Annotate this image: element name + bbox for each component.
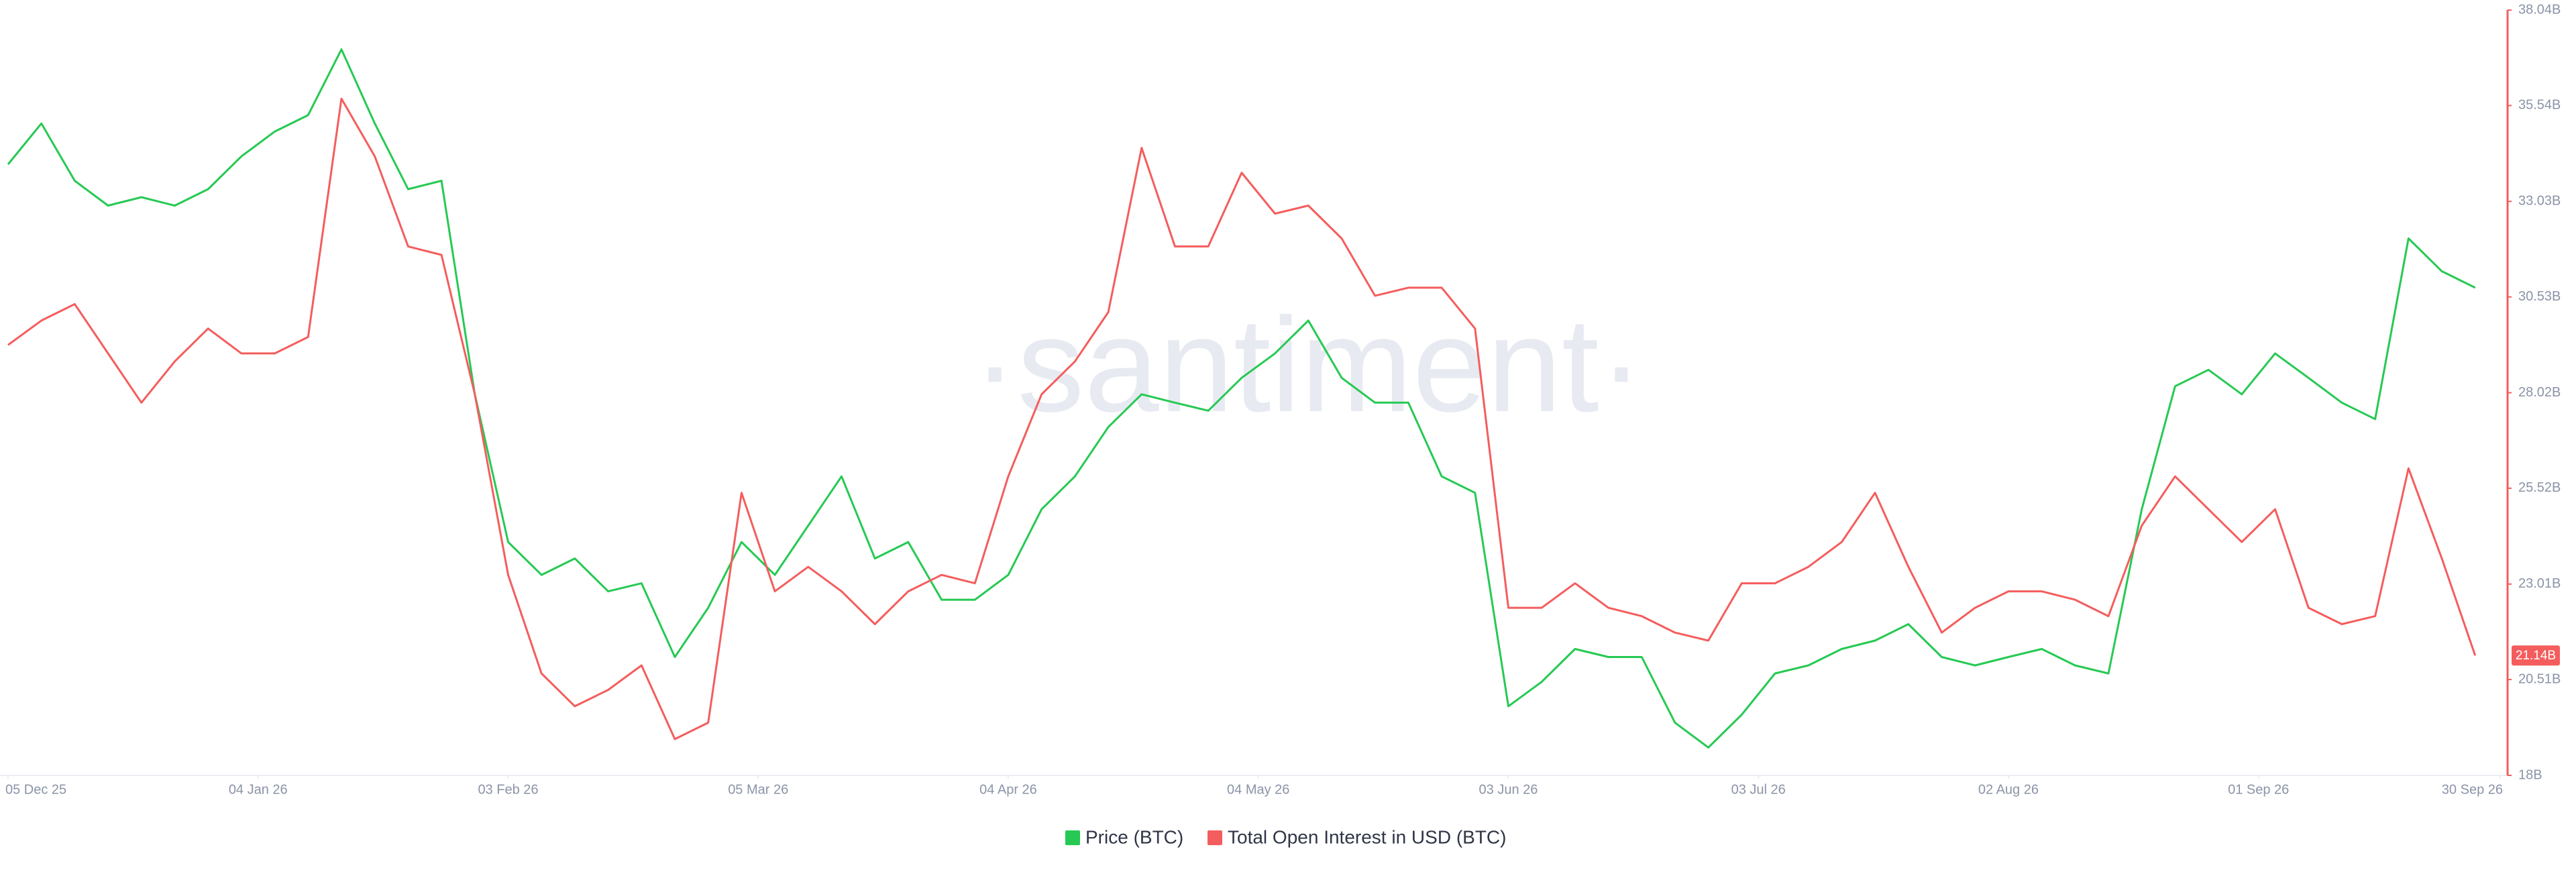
- x-tick-label: 05 Dec 25: [5, 782, 66, 797]
- series-line: [7, 97, 2477, 741]
- legend-swatch: [1065, 830, 1080, 845]
- y2-tick-label: 38.04B: [2518, 2, 2561, 17]
- y2-tick-label: 18B: [2518, 767, 2542, 782]
- y2-tick-label: 20.51B: [2518, 671, 2561, 686]
- current-value-label: 21.14B: [2516, 649, 2556, 663]
- legend-label: Total Open Interest in USD (BTC): [1228, 826, 1506, 847]
- x-tick-label: 30 Sep 26: [2442, 782, 2503, 797]
- legend-swatch: [1208, 830, 1222, 845]
- x-tick-label: 02 Aug 26: [1978, 782, 2039, 797]
- y2-tick-label: 23.01B: [2518, 576, 2561, 591]
- x-tick-label: 01 Sep 26: [2228, 782, 2289, 797]
- x-tick-label: 04 May 26: [1227, 782, 1289, 797]
- x-tick-label: 03 Jul 26: [1731, 782, 1786, 797]
- x-tick-label: 03 Jun 26: [1479, 782, 1538, 797]
- x-tick-label: 04 Jan 26: [229, 782, 288, 797]
- current-value-badge: [2512, 645, 2560, 666]
- y2-tick-label: 25.52B: [2518, 480, 2561, 495]
- series-line: [7, 48, 2476, 749]
- y2-tick-label: 35.54B: [2518, 98, 2561, 113]
- y2-tick-label: 33.03B: [2518, 194, 2561, 209]
- x-tick-label: 03 Feb 26: [478, 782, 538, 797]
- x-tick-label: 04 Apr 26: [979, 782, 1037, 797]
- y2-tick-label: 30.53B: [2518, 289, 2561, 304]
- x-tick-label: 05 Mar 26: [728, 782, 788, 797]
- legend-label: Price (BTC): [1085, 826, 1183, 847]
- watermark: ·santiment·: [973, 290, 1644, 440]
- y2-tick-label: 28.02B: [2518, 385, 2561, 400]
